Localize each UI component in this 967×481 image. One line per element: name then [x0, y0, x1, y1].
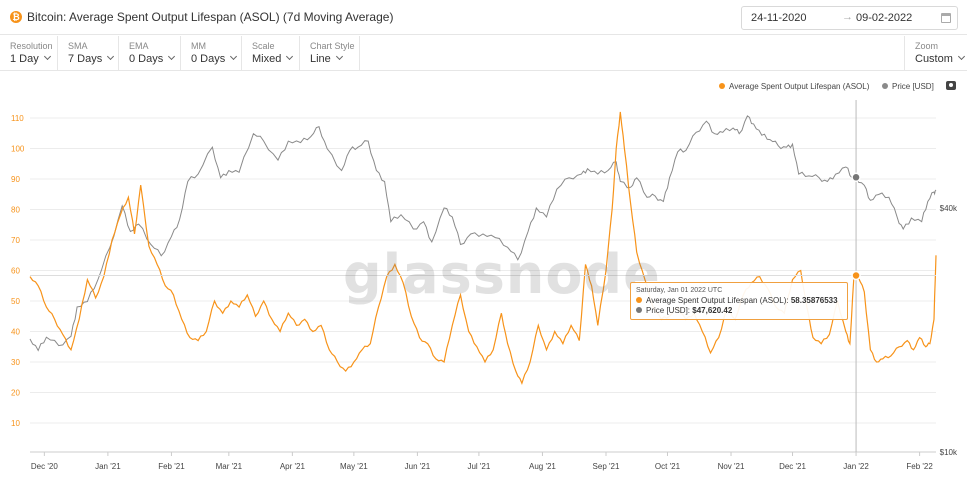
x-axis: Dec '20 Jan '21 Feb '21 Mar '21 Apr '21 May '…	[30, 451, 936, 471]
sma-dropdown[interactable]: SMA 7 Days	[58, 36, 119, 71]
chart-style-label: Chart Style	[310, 41, 355, 51]
legend-dot-asol	[719, 83, 725, 89]
camera-icon[interactable]	[946, 81, 956, 90]
date-end-input[interactable]: 09-02-2022	[856, 12, 913, 24]
x-tick-label: Jan '21	[95, 462, 121, 471]
asol-series-line	[29, 111, 937, 386]
x-tick-label: Dec '21	[779, 462, 806, 471]
y-right-tick-label: $10k	[940, 448, 958, 457]
ema-dropdown[interactable]: EMA 0 Days	[119, 36, 181, 71]
chart-style-dropdown[interactable]: Chart Style Line	[300, 36, 360, 71]
x-tick-label: Oct '21	[655, 462, 681, 471]
mm-dropdown[interactable]: MM 0 Days	[181, 36, 242, 71]
zoom-value: Custom	[915, 52, 965, 65]
tooltip-price-value: $47,620.42	[692, 306, 733, 315]
zoom-dropdown[interactable]: Zoom Custom	[904, 36, 967, 71]
mm-label: MM	[191, 41, 206, 51]
legend-dot-price	[882, 83, 888, 89]
tooltip-date: Saturday, Jan 01 2022 UTC	[636, 287, 723, 294]
tooltip-asol-label: Average Spent Output Lifespan (ASOL):	[646, 296, 789, 305]
legend-item-price[interactable]: Price [USD]	[882, 82, 934, 91]
resolution-value: 1 Day	[10, 52, 51, 65]
x-tick-label: Nov '21	[718, 462, 745, 471]
y-tick-label: 20	[11, 389, 20, 398]
chart-header: ₿ Bitcoin: Average Spent Output Lifespan…	[0, 0, 967, 35]
y-tick-label: 50	[11, 297, 20, 306]
sma-label: SMA	[68, 41, 88, 51]
y-tick-label: 40	[11, 328, 20, 337]
x-tick-label: Dec '20	[31, 462, 58, 471]
ema-value: 0 Days	[129, 52, 176, 65]
y-right-tick-label: $40k	[940, 204, 958, 213]
y-tick-label: 10	[11, 419, 20, 428]
x-tick-label: Jan '22	[843, 462, 869, 471]
ema-label: EMA	[129, 41, 149, 51]
tooltip-dot-price	[636, 307, 642, 313]
x-tick-label: Aug '21	[529, 462, 556, 471]
y-tick-label: 30	[11, 358, 20, 367]
scale-value: Mixed	[252, 52, 294, 65]
tooltip-row-asol: Average Spent Output Lifespan (ASOL): 58…	[636, 296, 838, 305]
y-tick-label: 80	[11, 206, 20, 215]
y-tick-label: 110	[11, 114, 24, 123]
resolution-label: Resolution	[10, 41, 53, 51]
x-tick-label: Mar '21	[216, 462, 243, 471]
scale-label: Scale	[252, 41, 275, 51]
x-tick-label: May '21	[340, 462, 368, 471]
tooltip-asol-value: 58.35876533	[790, 296, 838, 305]
y-tick-label: 60	[11, 267, 20, 276]
date-range-picker[interactable]: 24-11-2020 → 09-02-2022	[741, 6, 958, 30]
x-tick-label: Sep '21	[593, 462, 620, 471]
bitcoin-icon: ₿	[10, 11, 22, 23]
y-tick-label: 100	[11, 145, 25, 154]
x-tick-label: Feb '21	[158, 462, 185, 471]
resolution-dropdown[interactable]: Resolution 1 Day	[0, 36, 58, 71]
chart-controls: Resolution 1 Day SMA 7 Days EMA 0 Days M…	[0, 36, 967, 71]
y-tick-label: 90	[11, 175, 20, 184]
legend-label-asol: Average Spent Output Lifespan (ASOL)	[729, 82, 870, 91]
chart-style-value: Line	[310, 52, 343, 65]
glassnode-watermark: glassnode	[343, 243, 661, 306]
zoom-label: Zoom	[915, 41, 939, 51]
y-axis-left: 10 20 30 40 50 60 70 80 90 100 110	[11, 114, 25, 428]
chart-title: Bitcoin: Average Spent Output Lifespan (…	[27, 10, 394, 24]
legend-label-price: Price [USD]	[892, 82, 934, 91]
sma-value: 7 Days	[68, 52, 115, 65]
series-lines	[29, 111, 937, 386]
mm-value: 0 Days	[191, 52, 238, 65]
legend-item-asol[interactable]: Average Spent Output Lifespan (ASOL)	[719, 82, 869, 91]
price-series-line	[29, 115, 937, 352]
arrow-right-icon: →	[842, 11, 853, 23]
tooltip-row-price: Price [USD]: $47,620.42	[636, 306, 732, 315]
x-tick-label: Apr '21	[280, 462, 306, 471]
grid-lines	[30, 117, 936, 424]
calendar-icon[interactable]	[941, 13, 951, 23]
x-tick-label: Jul '21	[467, 462, 490, 471]
date-start-input[interactable]: 24-11-2020	[751, 12, 807, 24]
tooltip-price-label: Price [USD]:	[646, 306, 691, 315]
tooltip-dot-asol	[636, 297, 642, 303]
y-axis-right: $10k $40k	[940, 204, 958, 457]
y-tick-label: 70	[11, 236, 20, 245]
hover-point-asol	[851, 270, 861, 281]
x-tick-label: Jun '21	[405, 462, 431, 471]
hover-tooltip: Saturday, Jan 01 2022 UTC Average Spent …	[630, 282, 848, 320]
hover-point-price	[851, 172, 861, 183]
x-tick-label: Feb '22	[906, 462, 933, 471]
hover-indicator	[30, 100, 936, 452]
scale-dropdown[interactable]: Scale Mixed	[242, 36, 300, 71]
